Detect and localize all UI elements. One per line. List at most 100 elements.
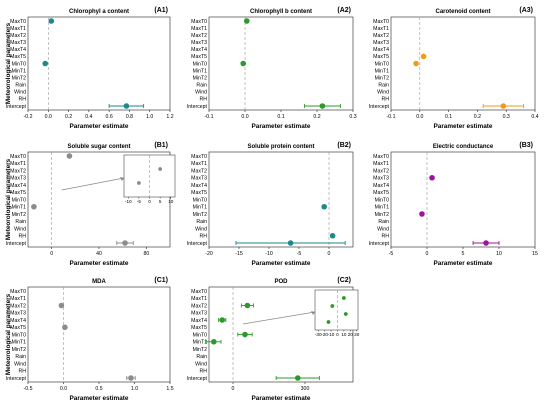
x-tick-label: 0.2 bbox=[65, 114, 72, 120]
x-tick-label: -0.1 bbox=[387, 114, 396, 120]
category-tick-label: MinT2 bbox=[12, 75, 27, 81]
y-axis-label: Meteorological parameters bbox=[5, 22, 12, 104]
category-tick-label: RH bbox=[382, 234, 390, 240]
category-tick-label: Rain bbox=[196, 354, 207, 360]
estimate-point bbox=[242, 331, 248, 338]
category-tick-label: MaxT4 bbox=[191, 318, 207, 324]
x-tick-label: 0.1 bbox=[277, 114, 284, 120]
plot-frame bbox=[390, 151, 536, 248]
inset-x-tick-label: -5 bbox=[137, 199, 142, 204]
category-tick-label: Intercept bbox=[6, 241, 27, 247]
category-tick-label: RH bbox=[200, 369, 208, 375]
category-tick-label: MaxT0 bbox=[373, 19, 389, 25]
panel-title: POD bbox=[274, 279, 288, 285]
category-tick-label: MaxT1 bbox=[191, 161, 207, 167]
category-tick-label: MinT1 bbox=[12, 340, 27, 346]
panel-a1: Chlorophyl a content (A1)MaxT0MaxT1MaxT2M… bbox=[5, 7, 174, 130]
plot-frame bbox=[208, 286, 354, 383]
panel-c1: MDA (C1)MaxT0MaxT1MaxT2MaxT3MaxT4MaxT5Min… bbox=[5, 277, 174, 402]
category-tick-label: MaxT1 bbox=[191, 296, 207, 302]
estimate-point bbox=[295, 375, 301, 381]
category-tick-label: Rain bbox=[15, 354, 26, 360]
category-tick-label: MinT2 bbox=[12, 347, 27, 353]
category-tick-label: MaxT3 bbox=[191, 40, 207, 46]
category-tick-label: MinT1 bbox=[193, 205, 208, 211]
category-tick-label: MaxT4 bbox=[191, 47, 207, 53]
panel-title: Carotenoid content bbox=[436, 9, 491, 15]
category-tick-label: MaxT3 bbox=[373, 40, 389, 46]
estimate-point bbox=[123, 103, 130, 109]
y-axis-label: Meteorological parameters bbox=[5, 158, 12, 240]
x-axis-label: Parameter estimate bbox=[434, 260, 493, 267]
inset-x-tick-label: -10 bbox=[328, 332, 335, 337]
x-tick-label: 1.2 bbox=[166, 114, 173, 120]
category-tick-label: MaxT5 bbox=[191, 54, 207, 60]
inset-pointer-arrowhead bbox=[120, 177, 124, 181]
category-tick-label: MaxT4 bbox=[10, 318, 26, 324]
category-tick-label: MaxT0 bbox=[10, 19, 26, 25]
inset-point bbox=[343, 312, 348, 316]
estimate-point bbox=[287, 240, 294, 246]
panel-title: Chlorophyll b content bbox=[250, 9, 312, 15]
inset-x-tick-label: 30 bbox=[354, 332, 360, 337]
category-tick-label: MinT1 bbox=[193, 68, 208, 74]
inset-point bbox=[158, 167, 163, 171]
estimate-point bbox=[240, 60, 246, 67]
category-tick-label: MaxT2 bbox=[10, 168, 26, 174]
estimate-point bbox=[122, 240, 128, 246]
category-tick-label: Rain bbox=[378, 83, 389, 89]
category-tick-label: MinT1 bbox=[193, 340, 208, 346]
x-tick-label: 0 bbox=[328, 251, 331, 257]
x-axis-label: Parameter estimate bbox=[252, 395, 311, 402]
category-tick-label: MaxT4 bbox=[191, 183, 207, 189]
category-tick-label: MinT0 bbox=[193, 61, 208, 67]
category-tick-label: MaxT5 bbox=[191, 325, 207, 331]
category-tick-label: MaxT5 bbox=[10, 190, 26, 196]
category-tick-label: Intercept bbox=[369, 241, 390, 247]
inset-point bbox=[326, 320, 331, 324]
category-tick-label: MaxT0 bbox=[373, 154, 389, 160]
x-tick-label: 15 bbox=[532, 251, 538, 257]
category-tick-label: Wind bbox=[195, 226, 207, 232]
category-tick-label: MaxT3 bbox=[10, 176, 26, 182]
x-tick-label: 0 bbox=[50, 251, 53, 257]
x-tick-label: -0.5 bbox=[24, 386, 33, 392]
category-tick-label: MaxT3 bbox=[10, 40, 26, 46]
category-tick-label: MaxT0 bbox=[10, 154, 26, 160]
category-tick-label: MaxT3 bbox=[10, 311, 26, 317]
category-tick-label: MinT1 bbox=[375, 68, 390, 74]
category-tick-label: MinT0 bbox=[193, 332, 208, 338]
category-tick-label: RH bbox=[19, 97, 27, 103]
panel-title: Chlorophyl a content bbox=[69, 9, 129, 15]
panel-title: Electric conductance bbox=[433, 144, 494, 150]
category-tick-label: Intercept bbox=[6, 376, 27, 382]
x-tick-label: 300 bbox=[301, 386, 310, 392]
category-tick-label: MaxT2 bbox=[191, 33, 207, 39]
category-tick-label: MinT0 bbox=[193, 197, 208, 203]
category-tick-label: Wind bbox=[377, 90, 389, 96]
x-tick-label: 1.0 bbox=[131, 386, 138, 392]
x-tick-label: 0.0 bbox=[241, 114, 248, 120]
category-tick-label: MaxT2 bbox=[10, 303, 26, 309]
category-tick-label: MinT2 bbox=[193, 347, 208, 353]
panel-a3: Carotenoid content (A3)MaxT0MaxT1MaxT2Max… bbox=[369, 7, 539, 130]
estimate-point bbox=[48, 18, 55, 24]
plot-frame bbox=[27, 286, 171, 383]
panel-id: (B3) bbox=[519, 142, 533, 149]
category-tick-label: MaxT5 bbox=[191, 190, 207, 196]
x-tick-label: 0 bbox=[232, 386, 235, 392]
estimate-point bbox=[128, 375, 134, 381]
category-tick-label: MaxT0 bbox=[191, 154, 207, 160]
category-tick-label: MinT0 bbox=[12, 61, 27, 67]
inset-x-tick-label: 5 bbox=[159, 199, 162, 204]
category-tick-label: MaxT3 bbox=[191, 311, 207, 317]
inset-x-tick-label: 10 bbox=[341, 332, 347, 337]
estimate-point bbox=[219, 317, 225, 323]
category-tick-label: Rain bbox=[196, 219, 207, 225]
panel-id: (B1) bbox=[154, 142, 168, 149]
estimate-point bbox=[500, 103, 507, 109]
category-tick-label: MaxT1 bbox=[191, 26, 207, 32]
category-tick-label: MaxT1 bbox=[10, 26, 26, 32]
panel-id: (A3) bbox=[519, 7, 533, 14]
